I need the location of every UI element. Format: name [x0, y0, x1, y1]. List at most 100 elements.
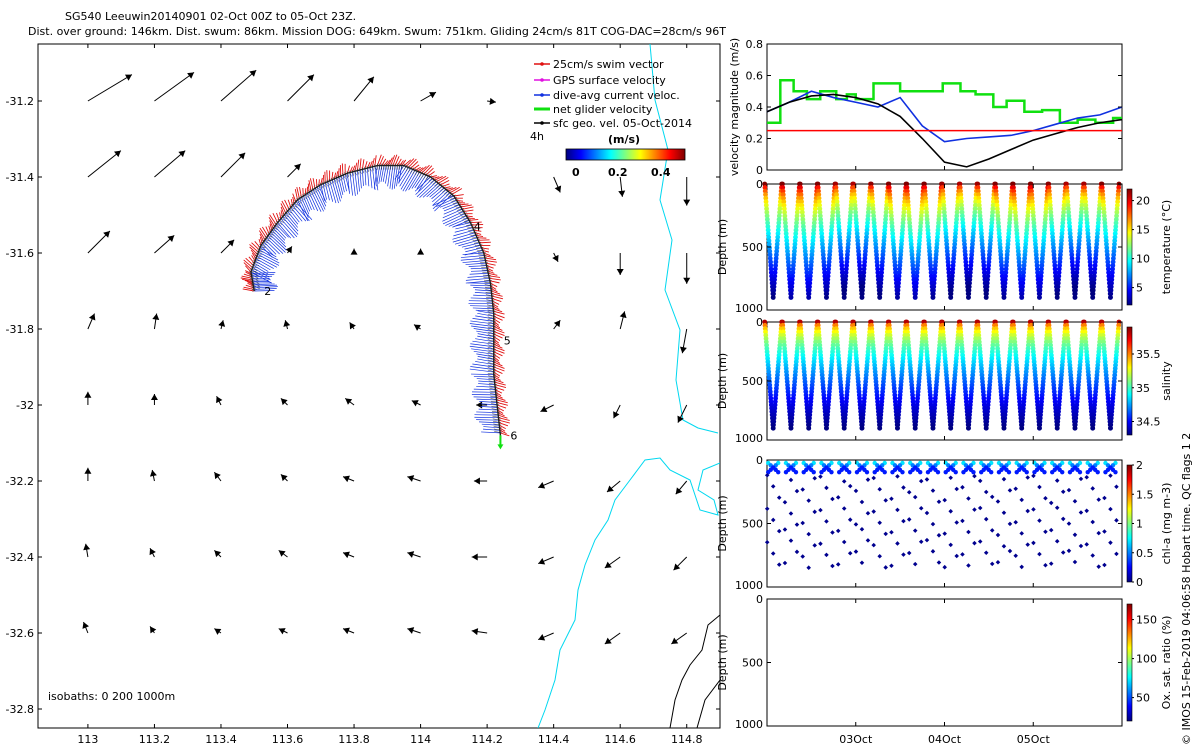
temperature-sample [1091, 280, 1097, 286]
geo-vector-head [343, 475, 350, 483]
dac-vector [473, 375, 495, 378]
track-hatch [326, 179, 331, 186]
temperature-sample [940, 192, 946, 198]
chl-sample [1108, 540, 1113, 545]
track-hatch [484, 284, 493, 286]
chl-sample [961, 469, 966, 475]
dac-vector [436, 197, 456, 207]
temperature-sample [1039, 259, 1045, 265]
temperature-sample [949, 273, 955, 279]
track-hatch [489, 393, 499, 395]
temperature-sample [1033, 245, 1039, 251]
temperature-colorbar [1126, 188, 1133, 306]
swim-vector [399, 160, 404, 166]
track-hatch [477, 249, 485, 252]
temperature-sample [848, 209, 853, 215]
temperature-sample [961, 231, 967, 237]
dac-vector [465, 247, 482, 253]
map-ytick-label: -32.2 [6, 475, 34, 488]
chl-sample [895, 541, 900, 546]
swim-vector [484, 255, 494, 259]
chl-sample [864, 469, 870, 475]
swim-vector [499, 424, 506, 429]
temperature-sample [1075, 259, 1081, 265]
temperature-sample [1022, 256, 1028, 261]
track-hatch [339, 174, 344, 180]
track-hatch [260, 242, 268, 246]
temperature-sample [960, 224, 966, 229]
dac-vector [251, 275, 273, 278]
temperature-sample [789, 280, 795, 286]
chl-sample [1025, 508, 1030, 514]
dac-vector [476, 330, 494, 335]
swim-vector [259, 227, 267, 239]
geo-vector-head [679, 346, 687, 354]
swim-vector [493, 331, 505, 336]
temperature-sample [927, 259, 933, 265]
temperature-sample [993, 192, 999, 198]
temperature-sample [776, 217, 782, 222]
swim-vector [493, 346, 505, 352]
temperature-sample [914, 270, 920, 275]
temperature-sample [1092, 270, 1097, 275]
temperature-sample [922, 185, 928, 190]
track-hatch [324, 180, 328, 187]
swim-vector [326, 170, 328, 182]
temperature-sample [950, 263, 956, 268]
chl-colorbar [1126, 464, 1133, 583]
temperature-sample [912, 295, 918, 300]
map-xtick-label: 113.6 [272, 733, 304, 746]
temperature-sample [829, 227, 834, 233]
salinity-sample [1108, 425, 1113, 431]
temperature-sample [962, 241, 967, 247]
temperature-sample [1091, 277, 1097, 283]
temperature-sample [1056, 273, 1062, 279]
temperature-sample [1114, 202, 1120, 208]
temperature-sample [1109, 277, 1115, 283]
dac-vector [472, 340, 494, 345]
temperature-sample [813, 202, 819, 208]
swim-vector [248, 256, 255, 264]
swim-vector [308, 180, 312, 192]
temperature-sample [1061, 202, 1067, 208]
temperature-sample [854, 224, 860, 229]
chl-sample [943, 469, 948, 475]
temperature-sample [978, 227, 984, 233]
temperature-sample [1047, 195, 1053, 201]
temperature-sample [780, 188, 786, 194]
chl-colorbar-tick-label: 2 [1136, 459, 1143, 472]
temperature-sample [785, 248, 790, 254]
chl-sample [764, 472, 770, 478]
temperature-sample [905, 195, 911, 201]
temperature-sample [926, 241, 932, 247]
temperature-sample [963, 256, 968, 261]
track-hatch [403, 164, 408, 171]
temperature-sample [1057, 259, 1063, 265]
track-hatch [275, 221, 283, 225]
geo-vector-head [606, 485, 614, 492]
dac-vector [467, 275, 489, 278]
geo-vector-head [673, 563, 681, 571]
temperature-sample [962, 245, 968, 251]
temperature-sample [1004, 256, 1010, 261]
temperature-sample [995, 217, 1001, 222]
temperature-sample [917, 227, 923, 233]
temperature-sample [967, 270, 973, 275]
dac-vector [419, 181, 437, 198]
temperature-sample [989, 213, 995, 219]
temperature-sample [829, 220, 835, 226]
temperature-sample [838, 248, 844, 254]
temperature-sample [949, 280, 955, 286]
swim-vector [250, 249, 258, 257]
temperature-sample [782, 220, 788, 226]
salinity-ylabel: Depth (m) [716, 353, 729, 409]
temperature-sample [950, 270, 955, 275]
chl-sample [1025, 542, 1030, 547]
temperature-sample [1011, 185, 1016, 190]
geo-vector-head [538, 482, 546, 489]
temperature-sample [930, 291, 936, 297]
temperature-sample [1017, 270, 1023, 275]
temperature-sample [1006, 231, 1012, 237]
temperature-sample [821, 256, 826, 261]
temperature-sample [847, 213, 853, 219]
